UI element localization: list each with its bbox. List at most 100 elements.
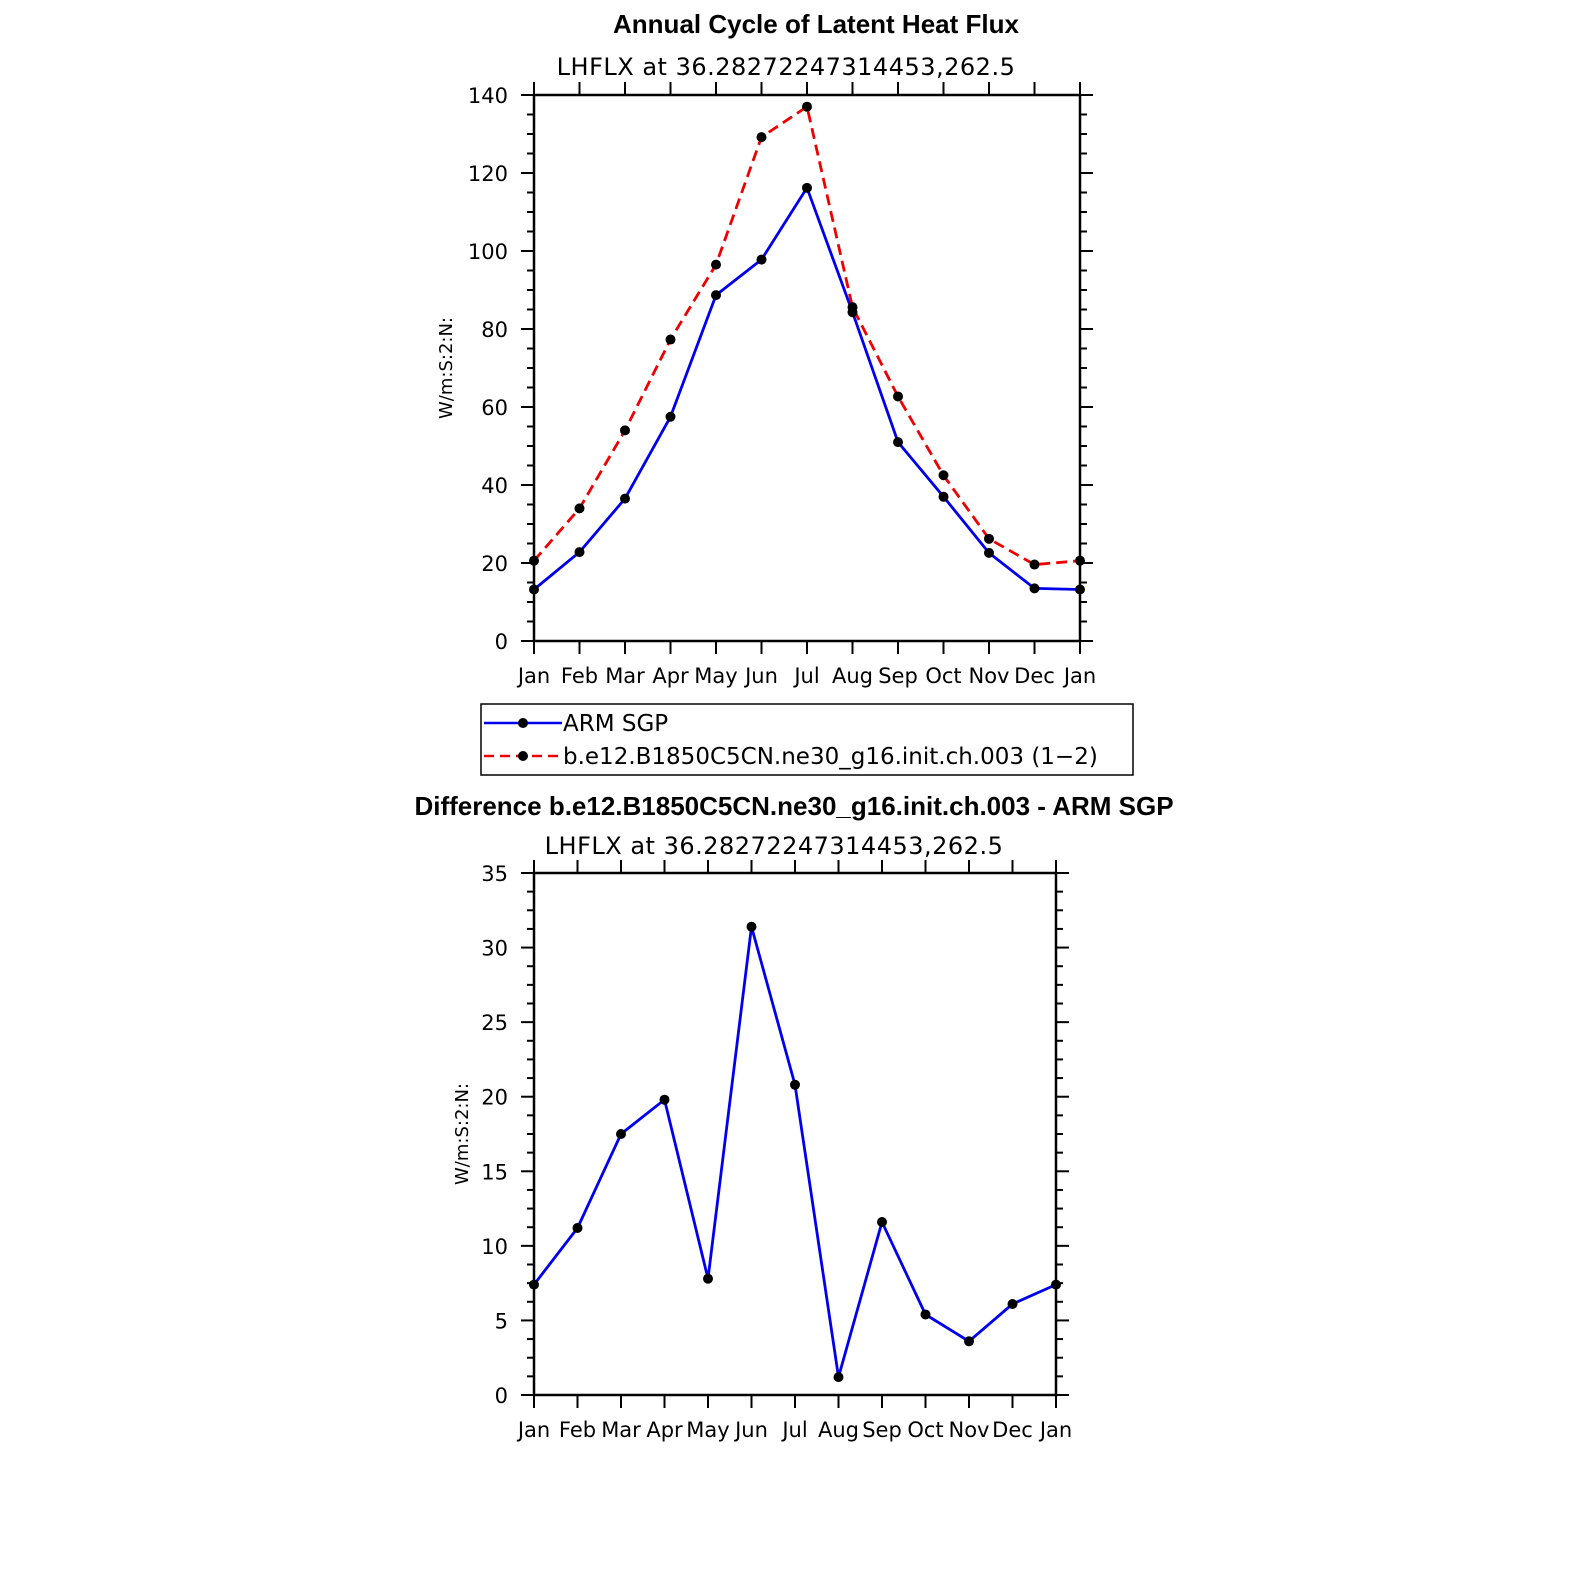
series-points	[529, 101, 1085, 595]
axes: Jan Feb Mar Apr May Jun Jul Aug Sep Oct Nov Dec Jan0…	[468, 82, 1096, 688]
x-tick-label: Nov	[969, 664, 1010, 688]
x-tick-label: Jul	[792, 664, 819, 688]
x-tick-label: Nov	[949, 1418, 990, 1442]
axes: Jan Feb Mar Apr May Jun Jul Aug Sep Oct Nov Dec Jan0…	[481, 860, 1072, 1442]
y-tick-label: 140	[468, 84, 508, 108]
y-tick-label: 15	[481, 1160, 508, 1184]
legend-label-arm-sgp: ARM SGP	[563, 711, 668, 737]
difference-panel: Difference b.e12.B1850C5CN.ne30_g16.init…	[414, 791, 1173, 1442]
data-point	[920, 1309, 931, 1320]
x-tick-label: Jul	[780, 1418, 807, 1442]
legend: ARM SGP b.e12.B1850C5CN.ne30_g16.init.ch…	[480, 703, 1134, 776]
y-tick-label: 40	[481, 474, 508, 498]
plot-frame	[532, 871, 1058, 1397]
data-point	[1075, 584, 1085, 595]
data-point	[620, 425, 630, 436]
data-point	[529, 584, 539, 595]
y-tick-label: 10	[481, 1235, 508, 1259]
series-lines	[532, 925, 1057, 1379]
data-point	[703, 1273, 713, 1284]
data-point	[1075, 555, 1085, 566]
x-tick-label: Apr	[646, 1418, 683, 1442]
x-tick-label: Apr	[652, 664, 689, 688]
data-point	[893, 437, 903, 448]
data-point	[574, 547, 585, 558]
x-tick-label: Feb	[561, 664, 598, 688]
x-tick-label: Sep	[862, 1418, 902, 1442]
x-tick-label: Jun	[743, 664, 778, 688]
x-tick-label: Jun	[733, 1418, 768, 1442]
y-tick-label: 20	[481, 1086, 508, 1110]
chart-title: Annual Cycle of Latent Heat Flux	[613, 9, 1019, 39]
y-tick-label: 80	[481, 318, 508, 342]
x-tick-label: Dec	[992, 1418, 1033, 1442]
y-axis-label: W/m:S:2:N:	[452, 1083, 473, 1185]
data-point	[711, 259, 721, 270]
data-point	[802, 101, 812, 112]
data-point	[984, 533, 994, 544]
data-point	[802, 182, 812, 193]
x-tick-label: Jan	[1062, 664, 1096, 688]
x-tick-label: Mar	[605, 664, 645, 688]
series-points	[529, 921, 1061, 1383]
chart-subtitle: LHFLX at 36.28272247314453,262.5	[545, 832, 1004, 860]
data-point	[616, 1129, 626, 1139]
data-point	[790, 1079, 800, 1090]
data-point	[1051, 1279, 1061, 1290]
data-point	[620, 493, 630, 504]
y-tick-label: 0	[495, 630, 508, 654]
x-tick-label: Oct	[925, 664, 961, 688]
series-lines	[532, 105, 1081, 591]
x-tick-label: Jan	[1038, 1418, 1072, 1442]
data-point	[572, 1222, 583, 1233]
data-point	[938, 470, 949, 481]
data-point	[756, 132, 767, 143]
y-tick-label: 35	[481, 862, 508, 886]
data-point	[938, 491, 949, 502]
chart-subtitle: LHFLX at 36.28272247314453,262.5	[557, 53, 1016, 81]
x-tick-label: Jan	[516, 1418, 550, 1442]
series-line-1	[532, 105, 1081, 566]
data-point	[574, 503, 585, 514]
legend-entry-arm-sgp: ARM SGP	[484, 711, 668, 737]
y-tick-label: 30	[481, 937, 508, 961]
x-tick-label: Oct	[907, 1418, 943, 1442]
data-point	[1007, 1299, 1018, 1310]
chart-title: Difference b.e12.B1850C5CN.ne30_g16.init…	[414, 791, 1173, 821]
x-tick-label: May	[686, 1418, 729, 1442]
y-tick-label: 120	[468, 162, 508, 186]
data-point	[877, 1216, 887, 1227]
x-tick-label: Mar	[601, 1418, 641, 1442]
legend-marker-model	[518, 751, 528, 761]
y-tick-label: 60	[481, 396, 508, 420]
x-tick-label: Jan	[516, 664, 550, 688]
data-point	[1029, 583, 1040, 594]
series-line-0	[533, 186, 1081, 591]
y-tick-label: 25	[481, 1011, 508, 1035]
x-tick-label: May	[694, 664, 737, 688]
data-point	[833, 1372, 844, 1383]
x-tick-label: Feb	[559, 1418, 596, 1442]
data-point	[893, 391, 903, 402]
data-point	[984, 547, 994, 558]
data-point	[746, 921, 757, 932]
data-point	[847, 302, 858, 313]
data-point	[665, 411, 676, 422]
data-point	[665, 334, 676, 345]
data-point	[711, 290, 721, 301]
legend-entry-model: b.e12.B1850C5CN.ne30_g16.init.ch.003 (1−…	[484, 744, 1098, 770]
y-tick-label: 20	[481, 552, 508, 576]
legend-marker-arm-sgp	[518, 718, 528, 728]
x-tick-label: Aug	[832, 664, 873, 688]
annual-cycle-panel: Annual Cycle of Latent Heat Flux LHFLX a…	[436, 9, 1096, 688]
x-tick-label: Aug	[818, 1418, 859, 1442]
y-tick-label: 5	[495, 1309, 508, 1333]
data-point	[964, 1336, 974, 1347]
y-tick-label: 0	[495, 1384, 508, 1408]
y-tick-label: 100	[468, 240, 508, 264]
legend-label-model: b.e12.B1850C5CN.ne30_g16.init.ch.003 (1−…	[563, 744, 1098, 770]
legend-box	[480, 703, 1134, 776]
series-line-0	[532, 925, 1057, 1379]
x-tick-label: Dec	[1014, 664, 1055, 688]
